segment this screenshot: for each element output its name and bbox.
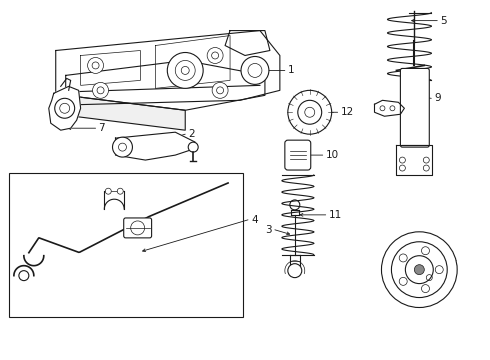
- Circle shape: [288, 90, 332, 134]
- Circle shape: [55, 98, 74, 118]
- Text: 7: 7: [98, 123, 105, 133]
- FancyBboxPatch shape: [400, 68, 429, 147]
- Circle shape: [298, 100, 322, 124]
- Circle shape: [421, 285, 429, 293]
- Text: 10: 10: [326, 150, 339, 160]
- Polygon shape: [396, 145, 432, 175]
- Text: 12: 12: [341, 107, 354, 117]
- Circle shape: [93, 82, 108, 98]
- Polygon shape: [155, 36, 230, 88]
- Text: 9: 9: [434, 93, 441, 103]
- Circle shape: [19, 271, 29, 280]
- Polygon shape: [56, 31, 280, 105]
- Text: 3: 3: [265, 225, 272, 235]
- Bar: [9, 173, 243, 318]
- Text: 2: 2: [188, 129, 195, 139]
- Circle shape: [88, 58, 103, 73]
- Text: 11: 11: [329, 210, 342, 220]
- Text: 5: 5: [440, 15, 447, 26]
- Text: 8: 8: [420, 105, 427, 115]
- Circle shape: [117, 188, 123, 194]
- Circle shape: [405, 256, 433, 284]
- Circle shape: [399, 277, 407, 285]
- Circle shape: [188, 142, 198, 152]
- Circle shape: [382, 232, 457, 307]
- Circle shape: [105, 188, 111, 194]
- Text: 1: 1: [288, 66, 294, 76]
- FancyBboxPatch shape: [123, 218, 151, 238]
- Circle shape: [399, 165, 405, 171]
- Polygon shape: [66, 60, 265, 110]
- Circle shape: [167, 53, 203, 88]
- Circle shape: [423, 157, 429, 163]
- Circle shape: [290, 200, 300, 210]
- Text: 6: 6: [450, 260, 457, 270]
- Polygon shape: [66, 95, 185, 130]
- Circle shape: [423, 165, 429, 171]
- Circle shape: [207, 48, 223, 63]
- Circle shape: [399, 157, 405, 163]
- Polygon shape: [116, 132, 195, 160]
- Circle shape: [399, 254, 407, 262]
- Circle shape: [212, 82, 228, 98]
- Circle shape: [421, 247, 429, 255]
- Polygon shape: [225, 31, 270, 55]
- Text: 4: 4: [251, 215, 258, 225]
- Circle shape: [392, 242, 447, 298]
- Circle shape: [241, 57, 269, 84]
- Polygon shape: [374, 100, 404, 116]
- FancyBboxPatch shape: [285, 140, 311, 170]
- Circle shape: [288, 264, 302, 278]
- Polygon shape: [81, 50, 141, 85]
- Circle shape: [113, 137, 132, 157]
- Polygon shape: [49, 86, 81, 130]
- Circle shape: [415, 265, 424, 275]
- Circle shape: [435, 266, 443, 274]
